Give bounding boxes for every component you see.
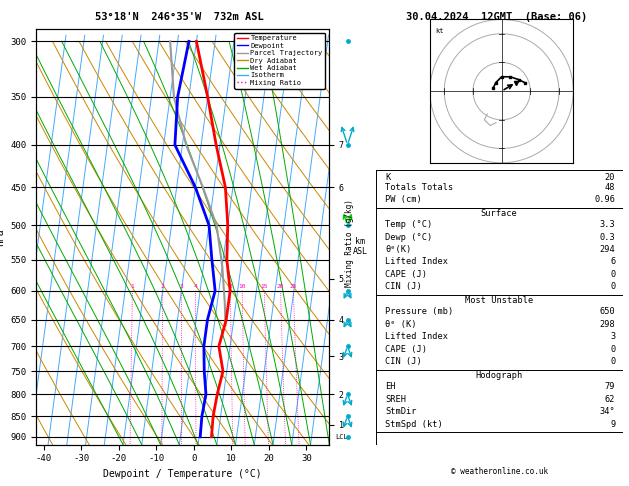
Text: 30.04.2024  12GMT  (Base: 06): 30.04.2024 12GMT (Base: 06) [406, 12, 587, 22]
Text: PW (cm): PW (cm) [386, 195, 422, 204]
Text: Dewp (°C): Dewp (°C) [386, 232, 433, 242]
Text: 3: 3 [180, 284, 184, 289]
Text: K: K [386, 173, 391, 182]
Text: 4: 4 [194, 284, 198, 289]
Text: 6: 6 [610, 258, 615, 266]
Text: 34°: 34° [599, 407, 615, 416]
Text: 62: 62 [605, 395, 615, 404]
Text: θᵉ(K): θᵉ(K) [386, 245, 411, 254]
Text: 294: 294 [599, 245, 615, 254]
Text: 20: 20 [605, 173, 615, 182]
Text: CIN (J): CIN (J) [386, 282, 422, 292]
Text: Hodograph: Hodograph [476, 371, 523, 380]
Text: 298: 298 [599, 320, 615, 329]
Text: 79: 79 [605, 382, 615, 391]
Text: CAPE (J): CAPE (J) [386, 345, 427, 354]
Text: kt: kt [436, 28, 444, 34]
Text: 650: 650 [599, 307, 615, 316]
Text: 8: 8 [228, 284, 232, 289]
Text: 48: 48 [605, 183, 615, 191]
Text: 1: 1 [131, 284, 135, 289]
Text: 9: 9 [610, 420, 615, 429]
Text: Lifted Index: Lifted Index [386, 258, 448, 266]
Text: 0: 0 [610, 357, 615, 366]
Text: StmSpd (kt): StmSpd (kt) [386, 420, 443, 429]
Y-axis label: km
ASL: km ASL [353, 237, 368, 256]
Text: 15: 15 [260, 284, 268, 289]
Text: © weatheronline.co.uk: © weatheronline.co.uk [452, 467, 548, 476]
X-axis label: Dewpoint / Temperature (°C): Dewpoint / Temperature (°C) [103, 469, 262, 479]
Text: CAPE (J): CAPE (J) [386, 270, 427, 279]
Text: Most Unstable: Most Unstable [465, 296, 533, 305]
Text: EH: EH [386, 382, 396, 391]
Text: CIN (J): CIN (J) [386, 357, 422, 366]
Text: SREH: SREH [386, 395, 406, 404]
Text: 0: 0 [610, 345, 615, 354]
Text: 2: 2 [161, 284, 165, 289]
Text: LCL: LCL [335, 434, 348, 440]
Text: Pressure (mb): Pressure (mb) [386, 307, 454, 316]
Text: θᵉ (K): θᵉ (K) [386, 320, 417, 329]
Text: 25: 25 [289, 284, 297, 289]
Text: Mixing Ratio (g/kg): Mixing Ratio (g/kg) [345, 199, 353, 287]
Text: Lifted Index: Lifted Index [386, 332, 448, 341]
Text: 3.3: 3.3 [599, 220, 615, 229]
Text: StmDir: StmDir [386, 407, 417, 416]
Text: 0.3: 0.3 [599, 232, 615, 242]
Text: 0.96: 0.96 [594, 195, 615, 204]
Text: Temp (°C): Temp (°C) [386, 220, 433, 229]
Text: 3: 3 [610, 332, 615, 341]
Text: 20: 20 [277, 284, 284, 289]
Text: 0: 0 [610, 270, 615, 279]
Text: 0: 0 [610, 282, 615, 292]
Text: Surface: Surface [481, 209, 518, 218]
Text: Totals Totals: Totals Totals [386, 183, 454, 191]
Legend: Temperature, Dewpoint, Parcel Trajectory, Dry Adiabat, Wet Adiabat, Isotherm, Mi: Temperature, Dewpoint, Parcel Trajectory… [235, 33, 325, 88]
Y-axis label: hPa: hPa [0, 228, 5, 246]
Text: 10: 10 [238, 284, 246, 289]
Text: 53°18'N  246°35'W  732m ASL: 53°18'N 246°35'W 732m ASL [95, 12, 264, 22]
